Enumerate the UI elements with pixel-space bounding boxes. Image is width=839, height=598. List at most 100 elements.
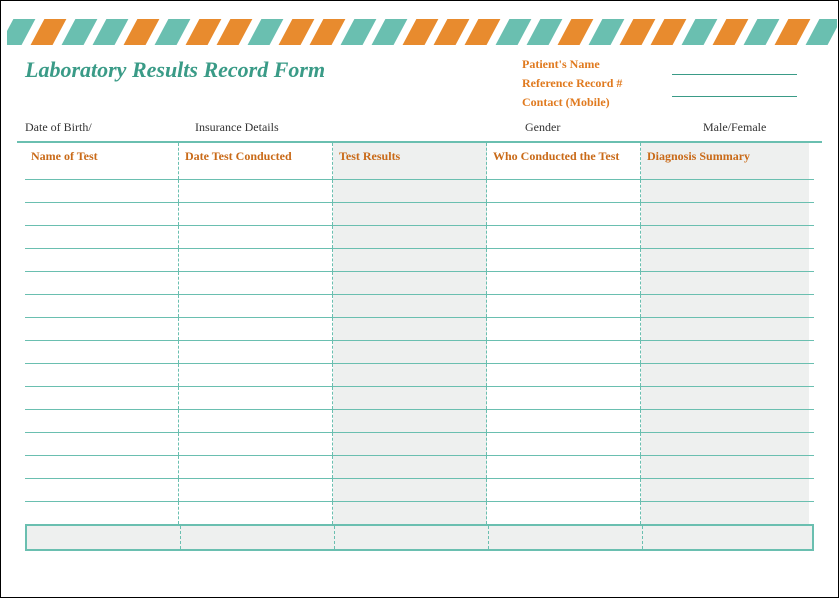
table-cell[interactable] bbox=[333, 180, 487, 202]
table-row[interactable] bbox=[25, 479, 814, 502]
table-cell[interactable] bbox=[487, 249, 641, 271]
table-cell[interactable] bbox=[333, 387, 487, 409]
patient-input-lines bbox=[672, 57, 807, 110]
table-cell[interactable] bbox=[179, 456, 333, 478]
table-cell[interactable] bbox=[25, 180, 179, 202]
table-cell[interactable] bbox=[179, 249, 333, 271]
table-cell[interactable] bbox=[333, 456, 487, 478]
table-cell[interactable] bbox=[179, 410, 333, 432]
table-cell[interactable] bbox=[641, 364, 809, 386]
table-cell[interactable] bbox=[25, 272, 179, 294]
table-cell[interactable] bbox=[487, 364, 641, 386]
table-cell[interactable] bbox=[333, 410, 487, 432]
reference-record-label: Reference Record # bbox=[522, 76, 672, 91]
table-cell[interactable] bbox=[179, 272, 333, 294]
table-cell[interactable] bbox=[333, 502, 487, 524]
table-cell[interactable] bbox=[641, 203, 809, 225]
table-cell[interactable] bbox=[487, 272, 641, 294]
table-cell[interactable] bbox=[641, 318, 809, 340]
table-row[interactable] bbox=[25, 387, 814, 410]
table-cell[interactable] bbox=[333, 249, 487, 271]
table-cell[interactable] bbox=[641, 249, 809, 271]
table-cell[interactable] bbox=[179, 387, 333, 409]
table-cell[interactable] bbox=[179, 341, 333, 363]
table-cell[interactable] bbox=[333, 318, 487, 340]
table-cell[interactable] bbox=[641, 341, 809, 363]
table-cell[interactable] bbox=[179, 364, 333, 386]
table-cell[interactable] bbox=[333, 272, 487, 294]
table-cell[interactable] bbox=[179, 318, 333, 340]
table-cell[interactable] bbox=[487, 410, 641, 432]
table-cell[interactable] bbox=[179, 433, 333, 455]
table-row[interactable] bbox=[25, 341, 814, 364]
table-cell[interactable] bbox=[179, 479, 333, 501]
table-cell[interactable] bbox=[25, 249, 179, 271]
table-cell[interactable] bbox=[25, 502, 179, 524]
table-cell[interactable] bbox=[641, 410, 809, 432]
table-cell[interactable] bbox=[25, 433, 179, 455]
table-row[interactable] bbox=[25, 295, 814, 318]
table-cell[interactable] bbox=[487, 456, 641, 478]
table-cell[interactable] bbox=[25, 410, 179, 432]
gender-value: Male/Female bbox=[703, 120, 766, 135]
table-cell[interactable] bbox=[641, 272, 809, 294]
table-row[interactable] bbox=[25, 410, 814, 433]
patient-name-label: Patient's Name bbox=[522, 57, 672, 72]
table-row[interactable] bbox=[25, 318, 814, 341]
table-cell[interactable] bbox=[179, 295, 333, 317]
results-table: Name of Test Date Test Conducted Test Re… bbox=[17, 141, 822, 551]
table-cell[interactable] bbox=[179, 203, 333, 225]
table-cell[interactable] bbox=[487, 295, 641, 317]
table-row[interactable] bbox=[25, 203, 814, 226]
table-cell[interactable] bbox=[641, 433, 809, 455]
table-cell[interactable] bbox=[641, 180, 809, 202]
table-cell[interactable] bbox=[25, 456, 179, 478]
col-who-conducted: Who Conducted the Test bbox=[487, 143, 641, 179]
table-cell[interactable] bbox=[25, 479, 179, 501]
table-cell[interactable] bbox=[641, 226, 809, 248]
table-row[interactable] bbox=[25, 502, 814, 525]
table-row[interactable] bbox=[25, 433, 814, 456]
table-row[interactable] bbox=[25, 249, 814, 272]
table-cell[interactable] bbox=[487, 387, 641, 409]
table-row[interactable] bbox=[25, 226, 814, 249]
table-cell[interactable] bbox=[641, 502, 809, 524]
reference-record-input-line[interactable] bbox=[672, 85, 797, 97]
table-cell[interactable] bbox=[333, 479, 487, 501]
table-cell[interactable] bbox=[333, 295, 487, 317]
table-cell[interactable] bbox=[333, 226, 487, 248]
table-cell[interactable] bbox=[179, 502, 333, 524]
table-cell[interactable] bbox=[25, 387, 179, 409]
table-cell[interactable] bbox=[333, 433, 487, 455]
table-cell[interactable] bbox=[179, 180, 333, 202]
table-row[interactable] bbox=[25, 364, 814, 387]
patient-name-input-line[interactable] bbox=[672, 63, 797, 75]
table-cell[interactable] bbox=[333, 364, 487, 386]
table-cell[interactable] bbox=[641, 387, 809, 409]
table-cell[interactable] bbox=[25, 203, 179, 225]
table-cell[interactable] bbox=[25, 318, 179, 340]
table-cell[interactable] bbox=[333, 341, 487, 363]
table-row[interactable] bbox=[25, 272, 814, 295]
table-cell[interactable] bbox=[487, 479, 641, 501]
table-cell[interactable] bbox=[487, 203, 641, 225]
table-cell[interactable] bbox=[487, 226, 641, 248]
page: Laboratory Results Record Form Patient's… bbox=[17, 19, 822, 551]
table-cell[interactable] bbox=[487, 318, 641, 340]
table-header-row: Name of Test Date Test Conducted Test Re… bbox=[25, 143, 814, 180]
table-cell[interactable] bbox=[487, 502, 641, 524]
table-row[interactable] bbox=[25, 456, 814, 479]
table-cell[interactable] bbox=[179, 226, 333, 248]
table-cell[interactable] bbox=[487, 180, 641, 202]
table-cell[interactable] bbox=[25, 341, 179, 363]
table-cell[interactable] bbox=[487, 341, 641, 363]
table-cell[interactable] bbox=[487, 433, 641, 455]
table-cell[interactable] bbox=[25, 295, 179, 317]
table-row[interactable] bbox=[25, 180, 814, 203]
table-cell[interactable] bbox=[641, 479, 809, 501]
table-cell[interactable] bbox=[641, 456, 809, 478]
table-cell[interactable] bbox=[333, 203, 487, 225]
table-cell[interactable] bbox=[25, 226, 179, 248]
table-cell[interactable] bbox=[25, 364, 179, 386]
table-cell[interactable] bbox=[641, 295, 809, 317]
